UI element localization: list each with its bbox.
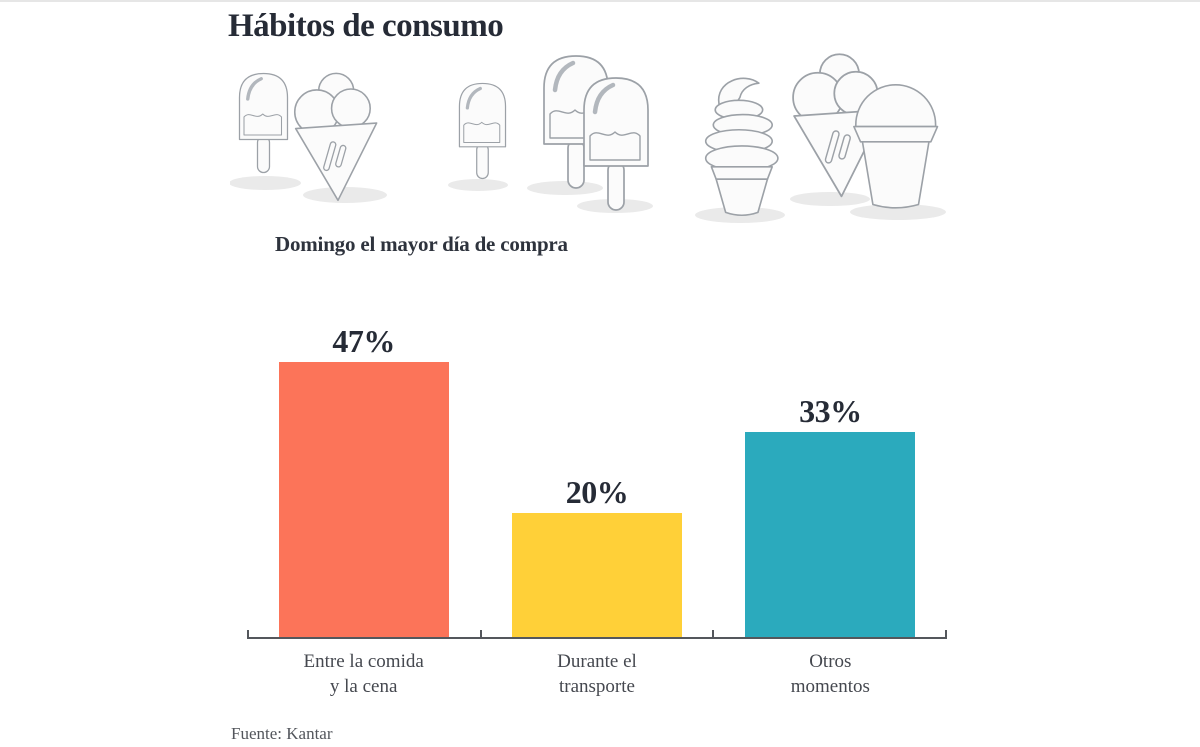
x-axis-line — [247, 637, 947, 639]
popsicle-icon — [237, 71, 290, 175]
bar-column: 33% — [714, 325, 947, 639]
category-labels: Entre la comida y la cena Durante el tra… — [247, 649, 947, 699]
plot-area: 47% 20% 33% — [247, 325, 947, 639]
chart-title: Domingo el mayor día de compra — [275, 232, 568, 256]
source-note: Fuente: Kantar — [231, 724, 333, 743]
bar-column: 20% — [480, 325, 713, 639]
bar-chart: 47% 20% 33% Entre la comida y la cena Du… — [247, 325, 947, 699]
ice-cream-illustrations — [230, 53, 946, 223]
axis-tick — [712, 630, 714, 639]
value-label: 47% — [332, 323, 395, 359]
bar-column: 47% — [247, 325, 480, 639]
value-label: 20% — [565, 474, 629, 511]
value-label: 33% — [799, 392, 862, 429]
category-label: Entre la comida y la cena — [303, 651, 424, 697]
category-label: Durante el transporte — [557, 651, 637, 697]
page-title: Hábitos de consumo — [228, 8, 504, 44]
shadow-ellipses — [230, 176, 946, 223]
axis-tick — [945, 630, 947, 639]
popsicle-icon — [457, 81, 508, 181]
bar — [278, 362, 449, 639]
bar — [511, 513, 682, 639]
axis-tick — [247, 630, 249, 639]
ice-cream-cup-icon — [853, 83, 939, 209]
soft-serve-cone-icon — [704, 77, 779, 217]
axis-tick — [480, 630, 482, 639]
category-label: Otros momentos — [790, 651, 870, 697]
ice-cream-cone-icon — [293, 72, 378, 202]
bar — [745, 431, 916, 639]
